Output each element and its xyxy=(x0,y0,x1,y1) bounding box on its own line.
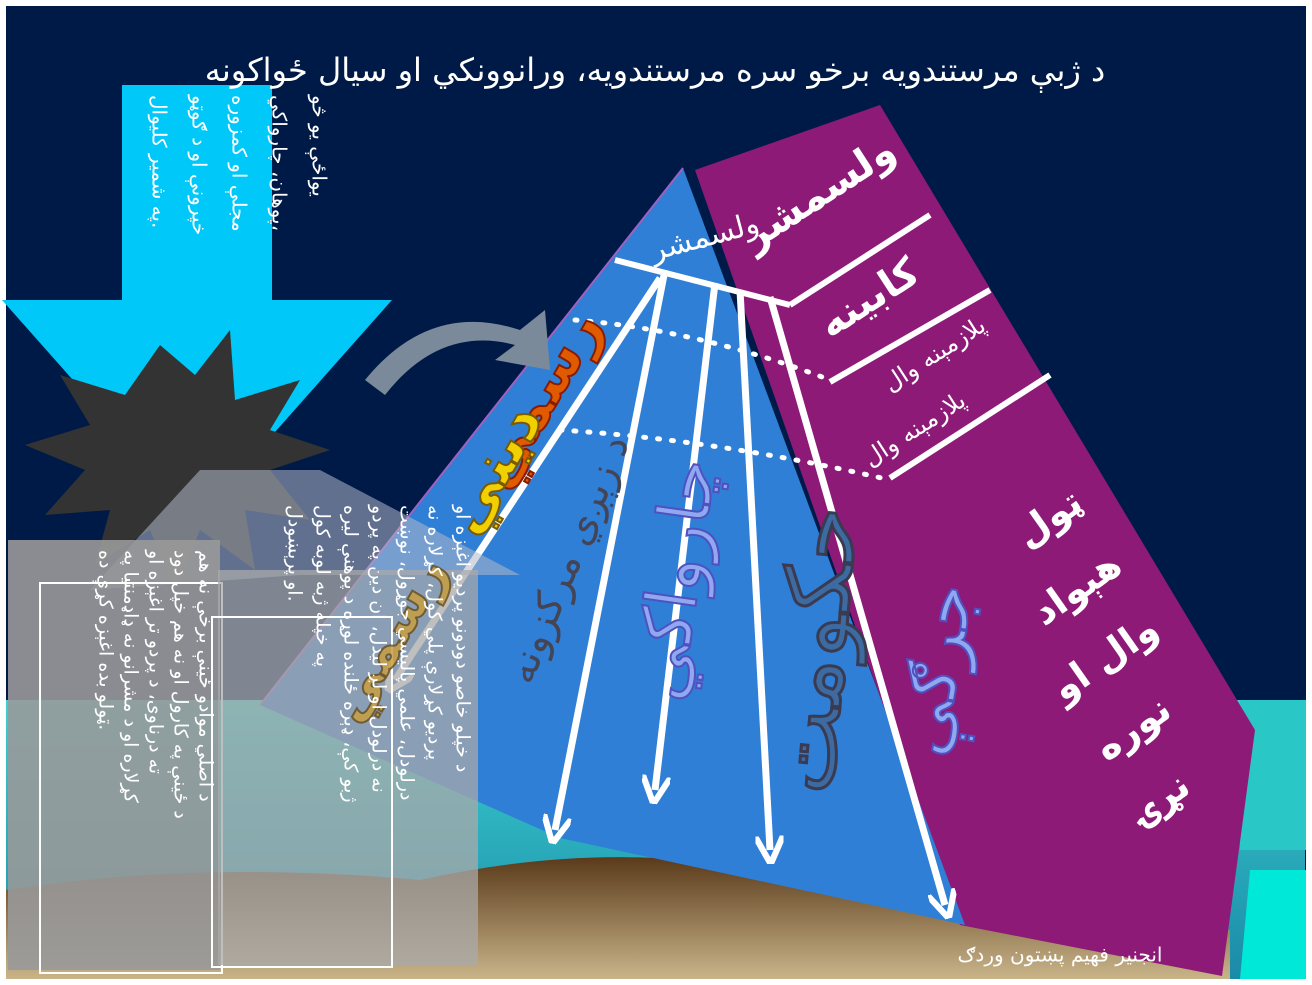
box-text: ژبو کې، ډېره ځلنده لوړه د پوهنې ليره xyxy=(337,505,362,803)
arrow-text: پوهان، چارواکي، xyxy=(267,95,292,231)
box-text: کړلاره او د مشرانو نه ډاډمنتيا په xyxy=(120,550,142,804)
footer: انجنير فهيم پښتون وردګ xyxy=(958,943,1163,968)
separator xyxy=(828,287,992,385)
arrow xyxy=(555,269,669,830)
separator xyxy=(788,212,932,308)
box-text: د اصلي موادو ځينې برخې نه هم xyxy=(192,550,217,802)
arrow-text: په شمير کليوال. xyxy=(147,95,172,228)
separator xyxy=(614,257,791,308)
arrow-text: خپرونې او د ګوټو xyxy=(185,94,212,235)
box-text: د خپلو خاصو دودونو پردیو اغېزه او xyxy=(452,504,474,772)
pyramid-side xyxy=(695,105,1255,976)
starburst xyxy=(25,330,330,590)
curved-arrow xyxy=(365,310,550,395)
arrow xyxy=(736,289,770,850)
sea-bright xyxy=(1240,870,1306,979)
separator xyxy=(888,372,1052,481)
box-text: درلودل، علمي پاليسي جوړول، نوښت xyxy=(396,505,418,800)
box-text: پردیو کړلارې پلي کول، کړلاره نه xyxy=(421,505,446,760)
box-middle xyxy=(218,570,478,965)
arrow-text: يواځې يو څو xyxy=(305,94,332,197)
arrow-text: مجلې او کمزوره xyxy=(225,95,252,232)
box-left xyxy=(8,540,220,970)
slide-title: د ژبې مرستندویه برخو سره مرستندویه، وران… xyxy=(205,51,1106,93)
box-text: ته درناوی، د پردو تر اغېزه او xyxy=(145,549,167,774)
dotted-line xyxy=(557,427,893,483)
channel-arrows xyxy=(395,269,945,905)
box-text: ټولو بده اغېزه کړې ده. xyxy=(92,550,117,730)
arrow xyxy=(655,282,719,790)
box-text: د ځينې په کارول او نه هم خپل دود xyxy=(167,550,192,819)
arrow xyxy=(766,296,945,905)
box-text: په خپله ژبه لوبه کول xyxy=(312,505,334,667)
dotted-line xyxy=(572,317,833,383)
channel-label: حکومت xyxy=(750,501,880,797)
box-text: او پرېښودل. xyxy=(284,505,306,602)
box-middle-border xyxy=(211,616,393,968)
down-arrow xyxy=(2,85,392,520)
box-text: نه درلودل او لږ ليدل، ان دين په پردو xyxy=(368,504,390,793)
